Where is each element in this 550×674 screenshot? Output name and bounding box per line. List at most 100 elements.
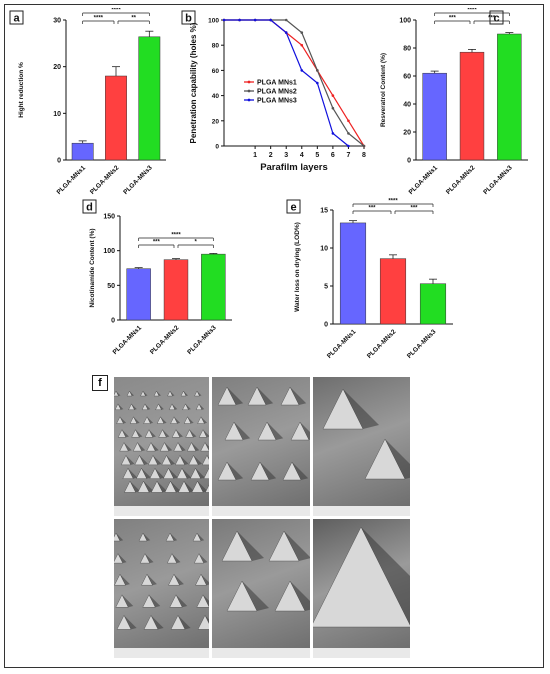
microneedle bbox=[141, 573, 153, 586]
microneedle-shadow bbox=[128, 468, 138, 479]
x-tick-label: PLGA-MNs2 bbox=[89, 164, 121, 196]
microneedle-shadow bbox=[162, 429, 170, 438]
data-point bbox=[347, 119, 350, 123]
significance-label: *** bbox=[368, 206, 376, 212]
data-point bbox=[316, 69, 319, 72]
microneedle bbox=[197, 614, 209, 630]
microneedle-shadow bbox=[122, 594, 134, 608]
microneedle bbox=[116, 614, 132, 630]
microneedle-shadow bbox=[156, 391, 161, 396]
microneedle bbox=[170, 416, 178, 424]
x-tick-label: 4 bbox=[300, 152, 304, 159]
y-tick-label: 10 bbox=[320, 246, 328, 253]
microneedle bbox=[156, 416, 165, 424]
y-tick-label: 20 bbox=[212, 118, 220, 125]
microneedle bbox=[143, 416, 151, 424]
y-tick-label: 100 bbox=[208, 18, 219, 25]
microneedle-shadow bbox=[195, 468, 205, 479]
x-tick-label: PLGA-MNs3 bbox=[122, 164, 154, 196]
panel-letter: b bbox=[185, 13, 192, 25]
y-tick-label: 0 bbox=[57, 158, 61, 165]
bar-plga-mns3 bbox=[201, 253, 226, 321]
microneedle-shadow bbox=[137, 442, 146, 452]
bar-plga-mns3 bbox=[497, 33, 522, 161]
microneedle-shadow bbox=[203, 594, 209, 607]
microneedle-shadow bbox=[257, 387, 274, 405]
data-point bbox=[347, 132, 350, 135]
microneedle-shadow bbox=[242, 581, 269, 611]
bar-plga-mns1 bbox=[339, 222, 367, 325]
microneedle-shadow bbox=[237, 531, 264, 561]
bar-plga-mns1 bbox=[126, 268, 151, 321]
microneedle-shadow bbox=[197, 533, 205, 541]
x-tick-label: 1 bbox=[253, 152, 257, 159]
panel-letter-box bbox=[181, 10, 196, 25]
legend-marker bbox=[247, 89, 251, 93]
x-axis-label: Parafilm layers bbox=[260, 162, 328, 173]
microneedle-shadow bbox=[122, 429, 129, 438]
x-tick-label: 2 bbox=[269, 152, 273, 159]
microneedle bbox=[201, 454, 209, 466]
x-tick-label: PLGA-MNs3 bbox=[186, 324, 218, 356]
panel-letter-box bbox=[82, 199, 97, 214]
microneedle-shadow bbox=[361, 527, 410, 625]
x-tick-label: PLGA-MNs1 bbox=[408, 164, 440, 196]
microneedle-shadow bbox=[187, 416, 194, 424]
microneedle bbox=[178, 480, 190, 493]
panel-b-line-chart: b 0 20 40 60 80 100 1 2 3 4 5 6 7 8 Parafilm layers Pene… bbox=[181, 10, 366, 173]
microneedle bbox=[143, 614, 159, 630]
data-point bbox=[284, 31, 288, 34]
panel-d-bar-chart: d 0 50 100 150 Nicotinamide Content (%) PLGA-M… bbox=[82, 199, 232, 356]
microneedle-shadow bbox=[207, 455, 209, 460]
microneedle bbox=[141, 403, 149, 410]
microneedle-shadow bbox=[135, 429, 143, 438]
microneedle-shadow bbox=[267, 422, 284, 440]
microneedle-shadow bbox=[290, 581, 310, 611]
microneedle-shadow bbox=[124, 615, 137, 630]
y-tick-label: 30 bbox=[53, 18, 61, 25]
microneedle-shadow bbox=[130, 481, 141, 493]
microneedle bbox=[114, 573, 126, 586]
microneedle-shadow bbox=[234, 422, 251, 440]
microneedle bbox=[132, 442, 143, 452]
y-tick-label: 10 bbox=[53, 111, 61, 118]
significance-label: * bbox=[194, 240, 197, 246]
microneedle-shadow bbox=[120, 574, 130, 586]
microneedle-shadow bbox=[151, 615, 164, 630]
bar-plga-mns3 bbox=[138, 36, 161, 161]
microneedle-shadow bbox=[385, 439, 410, 479]
x-tick-label: PLGA-MNs1 bbox=[112, 324, 144, 356]
x-tick-label: PLGA-MNs2 bbox=[366, 328, 398, 360]
microneedle-shadow bbox=[126, 455, 135, 465]
y-tick-label: 150 bbox=[103, 214, 115, 221]
microneedle-shadow bbox=[197, 391, 202, 396]
data-point bbox=[331, 94, 335, 97]
microneedle-shadow bbox=[143, 533, 151, 541]
y-tick-label: 60 bbox=[212, 68, 220, 75]
panel-letter: d bbox=[86, 202, 93, 214]
microneedle-shadow bbox=[147, 574, 157, 586]
sem-needles bbox=[322, 388, 410, 480]
microneedle-shadow bbox=[170, 391, 175, 396]
microneedle-shadow bbox=[191, 442, 200, 452]
microneedle-shadow bbox=[176, 429, 183, 438]
significance-label: *** bbox=[410, 206, 418, 212]
microneedle bbox=[173, 442, 183, 452]
microneedle-shadow bbox=[199, 553, 208, 564]
microneedle bbox=[203, 467, 209, 479]
microneedle-shadow bbox=[166, 455, 176, 465]
microneedle-shadow bbox=[141, 468, 151, 479]
microneedle-shadow bbox=[189, 429, 197, 438]
sem-micrograph-1 bbox=[114, 377, 209, 516]
data-point bbox=[362, 144, 366, 148]
microneedle bbox=[170, 614, 186, 630]
sem-micrograph-5 bbox=[212, 519, 310, 658]
sem-needles bbox=[114, 532, 209, 630]
microneedle-shadow bbox=[145, 403, 151, 410]
sem-micrograph-4 bbox=[114, 519, 209, 658]
microneedle-shadow bbox=[284, 531, 310, 561]
microneedle-shadow bbox=[149, 594, 161, 608]
panel-letter: a bbox=[13, 13, 20, 25]
microneedle-shadow bbox=[157, 481, 168, 493]
microneedle-shadow bbox=[164, 442, 173, 452]
